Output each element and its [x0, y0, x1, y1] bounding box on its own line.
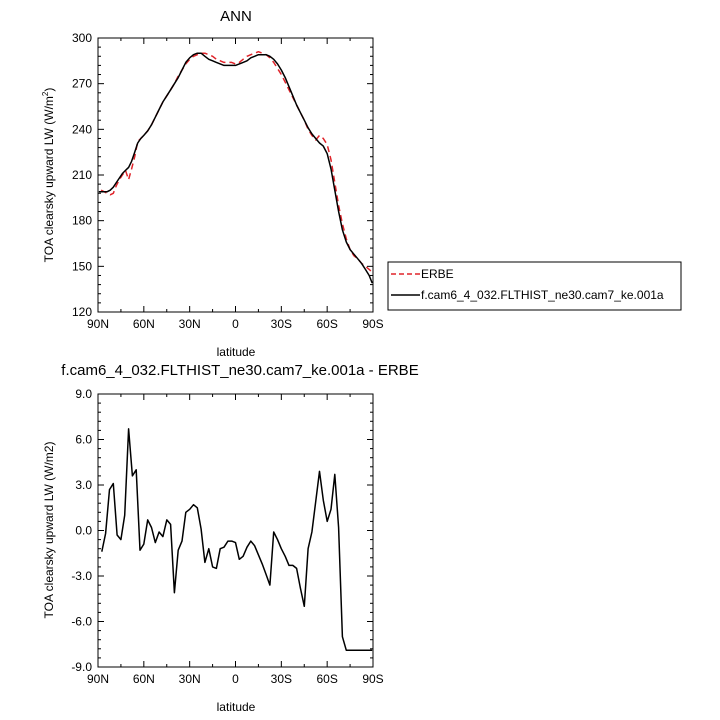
- bottom-title: f.cam6_4_032.FLTHIST_ne30.cam7_ke.001a -…: [61, 362, 418, 379]
- panel-0-ytick-label: 120: [72, 305, 92, 319]
- bottom-panel: f.cam6_4_032.FLTHIST_ne30.cam7_ke.001a -…: [42, 362, 419, 714]
- top-title: ANN: [220, 8, 252, 25]
- bottom-xlabel: latitude: [217, 700, 256, 714]
- panel-0-xtick-label: 90N: [87, 317, 109, 331]
- top-ylabel-main: TOA clearsky upward LW (W/m: [42, 96, 56, 262]
- panel-0-ytick-label: 180: [72, 214, 92, 228]
- top-plot-area: 90N 60N 30N 0 30S 60S 90S 120 150 180 210 240 270 300: [72, 31, 384, 331]
- panel-0-xtick-label: 30S: [271, 317, 292, 331]
- panel-0-xtick-label: 0: [232, 317, 239, 331]
- panel-1-ytick-label: -6.0: [71, 615, 92, 629]
- panel-1-xtick-label: 30N: [179, 672, 201, 686]
- panel-0-ytick-label: 150: [72, 259, 92, 273]
- panel-1-ytick-label: 9.0: [75, 387, 92, 401]
- panel-1-xtick-label: 30S: [271, 672, 292, 686]
- panel-0-xtick-label: 60S: [316, 317, 337, 331]
- legend-erbe-label: ERBE: [421, 267, 454, 281]
- legend-box: [387, 261, 682, 311]
- top-panel: ANN 90N 60N 30N 0 30S 60S 90S 120 150 180 210 240 27…: [41, 8, 384, 359]
- panel-1-ytick-label: -3.0: [71, 569, 92, 583]
- panel-0-xtick-label: 90S: [362, 317, 383, 331]
- panel-1-xtick-label: 90S: [362, 672, 383, 686]
- panel-1-xtick-label: 60S: [316, 672, 337, 686]
- top-xlabel: latitude: [217, 345, 256, 359]
- panel-0-ytick-label: 270: [72, 77, 92, 91]
- bottom-plot-area: 90N 60N 30N 0 30S 60S 90S -9.0 -6.0 -3.0 0.0 3.0 6.0…: [71, 387, 383, 686]
- panel-1-ytick-label: 6.0: [75, 433, 92, 447]
- panel-1-xtick-label: 0: [232, 672, 239, 686]
- top-ylabel-close: ): [42, 88, 56, 92]
- legend-model-label: f.cam6_4_032.FLTHIST_ne30.cam7_ke.001a: [421, 288, 664, 302]
- panel-1-xtick-label: 60N: [133, 672, 155, 686]
- panel-1-ytick-label: 0.0: [75, 524, 92, 538]
- bottom-ylabel: TOA clearsky upward LW (W/m2): [42, 442, 56, 619]
- panel-0-ytick-label: 240: [72, 122, 92, 136]
- series-line-difference: [101, 428, 373, 652]
- panel-1-ytick-label: -9.0: [71, 660, 92, 674]
- panel-0-ytick-label: 300: [72, 31, 92, 45]
- panel-0-ytick-label: 210: [72, 168, 92, 182]
- top-ylabel: TOA clearsky upward LW (W/m2): [41, 88, 56, 263]
- panel-1-ytick-label: 3.0: [75, 478, 92, 492]
- top-ylabel-superscript: 2: [41, 91, 50, 96]
- legend: ERBE f.cam6_4_032.FLTHIST_ne30.cam7_ke.0…: [387, 261, 682, 311]
- panel-1-xtick-label: 90N: [87, 672, 109, 686]
- panel-0-xtick-label: 30N: [179, 317, 201, 331]
- panel-0-xtick-label: 60N: [133, 317, 155, 331]
- series-line-model: [98, 52, 373, 284]
